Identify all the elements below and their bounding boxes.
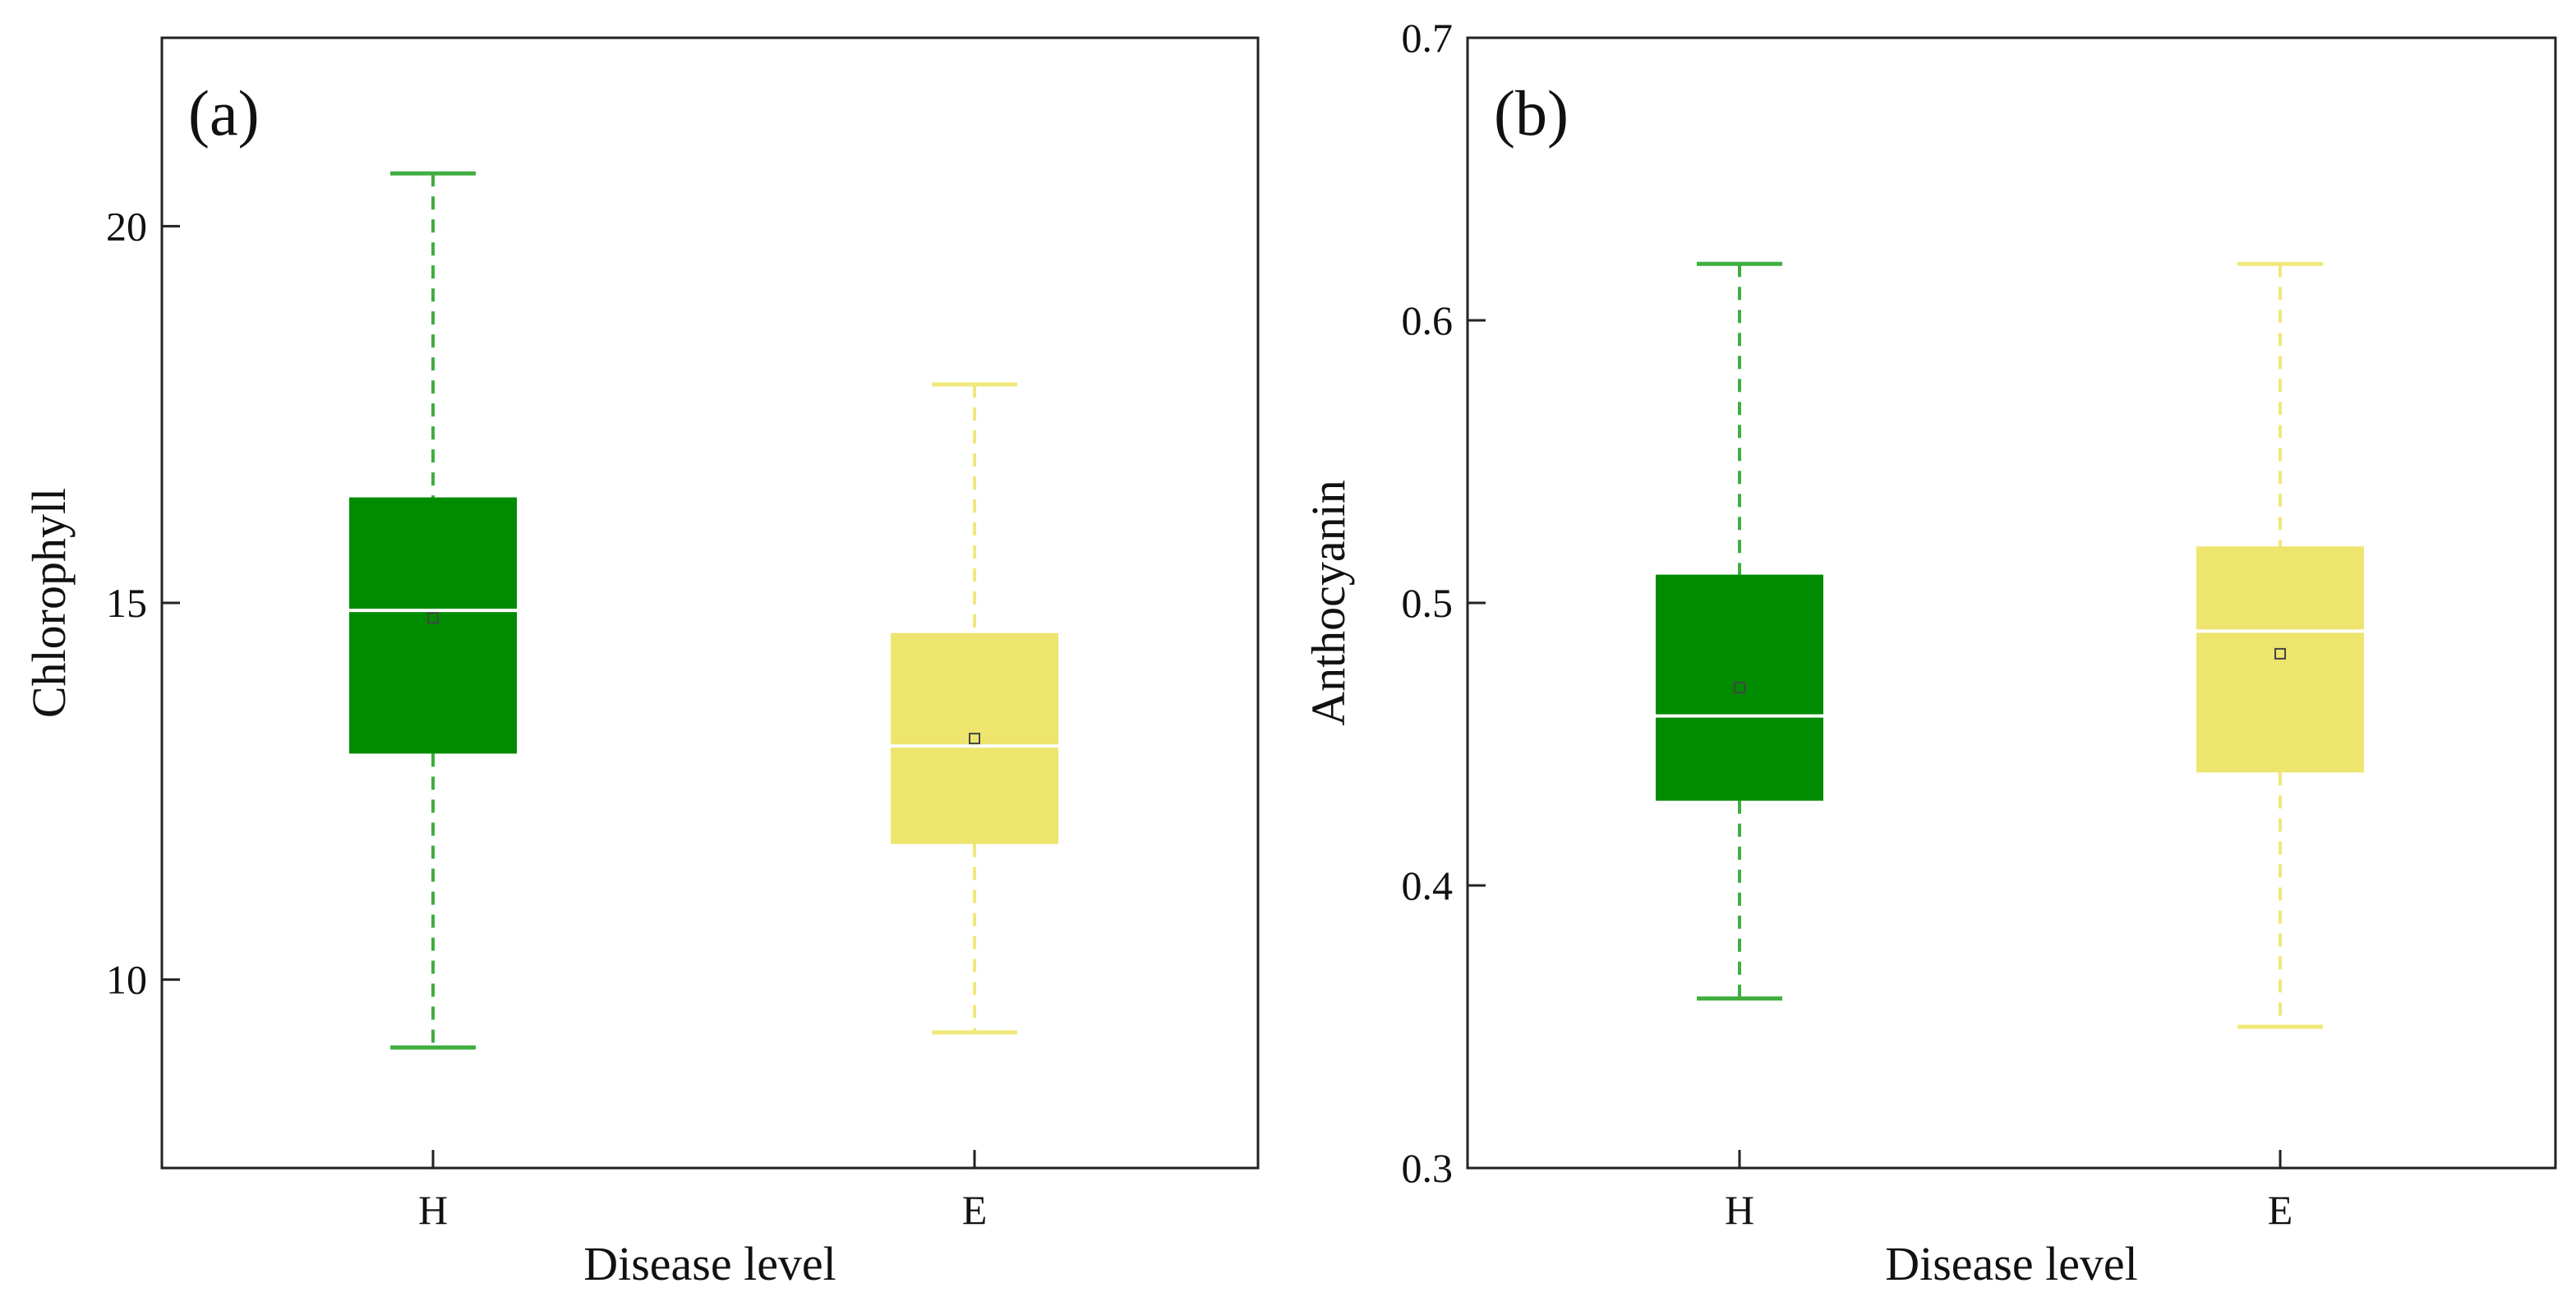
mean-marker [427, 612, 439, 624]
y-axis-label: Anthocyanin [1302, 480, 1355, 726]
mean-marker [2274, 647, 2286, 660]
plot-frame [1466, 36, 2557, 1170]
x-tick-label: H [418, 1187, 448, 1233]
mean-marker [969, 733, 980, 745]
y-tick-label: 10 [106, 957, 147, 1003]
x-axis-label: Disease level [1885, 1237, 2138, 1290]
chart-panel-b: 0.3 0.4 0.5 0.6 0.7 H E Disease level Anthocyani… [1302, 15, 2557, 1290]
y-tick-label: 15 [106, 580, 147, 626]
plot-frame [160, 36, 1260, 1170]
y-tick-label: 0.3 [1402, 1145, 1454, 1191]
x-axis-label: Disease level [583, 1237, 836, 1290]
iqr-box [891, 632, 1058, 844]
x-tick-label: H [1725, 1187, 1754, 1233]
x-tick-label: E [962, 1187, 988, 1233]
x-tick-label: E [2268, 1187, 2293, 1233]
box-e [2196, 261, 2364, 1029]
chart-panel-a: 10 15 20 H E Disease level Chlorophyll (a) [22, 36, 1260, 1290]
y-axis-label: Chlorophyll [22, 488, 76, 718]
iqr-box [1656, 574, 1823, 801]
mean-marker [1734, 682, 1745, 694]
y-tick-label: 0.6 [1402, 297, 1454, 343]
iqr-box [349, 497, 517, 754]
panel-label: (a) [188, 77, 260, 149]
box-h [349, 171, 517, 1050]
box-h [1656, 261, 1823, 1001]
y-tick-label: 20 [106, 203, 147, 249]
y-tick-label: 0.4 [1402, 862, 1454, 908]
y-tick-label: 0.5 [1402, 580, 1454, 626]
box-e [891, 382, 1058, 1035]
y-tick-label: 0.7 [1402, 15, 1454, 61]
panel-label: (b) [1494, 77, 1569, 149]
